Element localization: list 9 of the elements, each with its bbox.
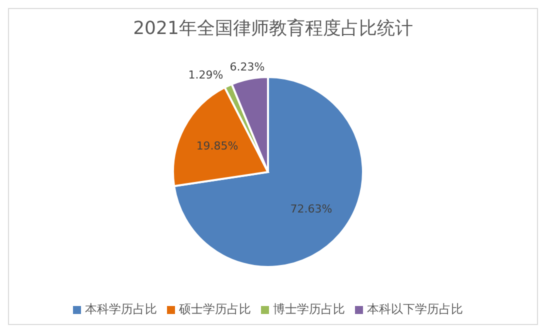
- legend-label: 本科学历占比: [85, 302, 157, 316]
- chart-title: 2021年全国律师教育程度占比统计: [132, 17, 414, 41]
- legend-label: 本科以下学历占比: [367, 302, 463, 316]
- data-label: 1.29%: [188, 68, 224, 82]
- data-label: 19.85%: [196, 139, 238, 152]
- data-label: 72.63%: [290, 202, 332, 216]
- legend-label: 硕士学历占比: [179, 302, 251, 316]
- legend-label: 博士学历占比: [273, 302, 345, 316]
- data-label: 6.23%: [230, 60, 265, 74]
